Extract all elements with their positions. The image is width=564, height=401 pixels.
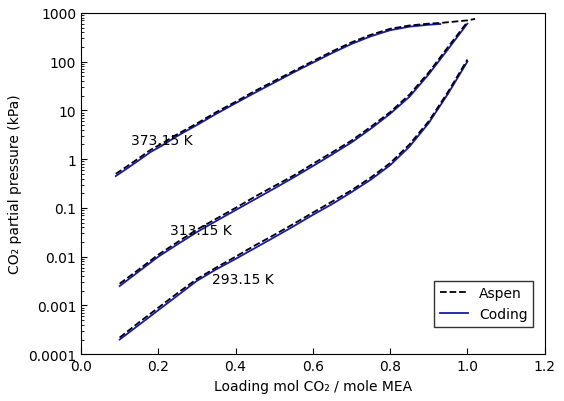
Y-axis label: CO₂ partial pressure (kPa): CO₂ partial pressure (kPa)	[8, 95, 23, 273]
X-axis label: Loading mol CO₂ / mole MEA: Loading mol CO₂ / mole MEA	[214, 379, 412, 393]
Text: 293.15 K: 293.15 K	[213, 272, 274, 286]
Legend: Aspen, Coding: Aspen, Coding	[434, 281, 533, 327]
Text: 373.15 K: 373.15 K	[131, 134, 193, 148]
Text: 313.15 K: 313.15 K	[170, 224, 232, 237]
